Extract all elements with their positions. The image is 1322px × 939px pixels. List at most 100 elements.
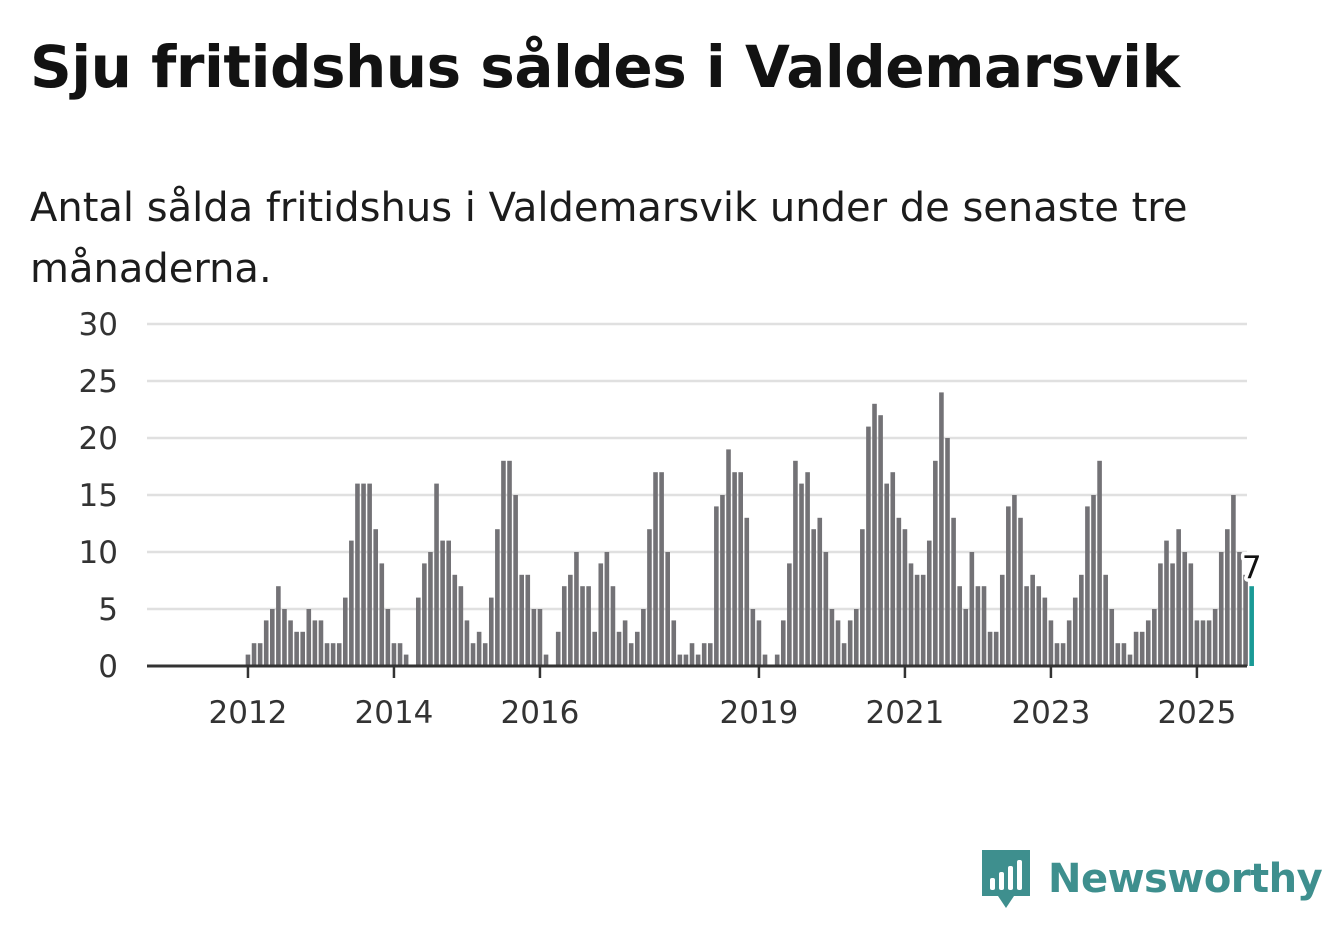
bar bbox=[1115, 643, 1121, 666]
bar bbox=[1206, 620, 1212, 666]
bar bbox=[1048, 620, 1054, 666]
bar bbox=[464, 620, 470, 666]
bar bbox=[677, 654, 683, 666]
x-tick-label: 2016 bbox=[500, 695, 579, 731]
bar bbox=[245, 654, 251, 666]
bar bbox=[257, 643, 263, 666]
bar bbox=[1127, 654, 1133, 666]
y-tick-label: 10 bbox=[79, 535, 118, 571]
bar bbox=[355, 483, 360, 666]
bar bbox=[452, 574, 458, 666]
bar bbox=[1030, 574, 1035, 666]
bar bbox=[525, 574, 531, 666]
bar bbox=[318, 620, 324, 666]
bar bbox=[367, 483, 372, 666]
bar bbox=[823, 552, 829, 666]
bar bbox=[428, 552, 433, 666]
bar bbox=[1182, 552, 1188, 666]
bar bbox=[653, 472, 658, 666]
bar bbox=[945, 438, 950, 666]
bar bbox=[1152, 609, 1157, 666]
bar bbox=[458, 586, 464, 666]
bar bbox=[342, 597, 348, 666]
bar bbox=[1164, 540, 1169, 666]
bar bbox=[908, 563, 914, 666]
bar bbox=[476, 631, 482, 666]
bar bbox=[507, 460, 512, 666]
bar bbox=[689, 643, 695, 666]
newsworthy-logo-icon bbox=[982, 850, 1030, 908]
bar bbox=[659, 472, 664, 666]
bar bbox=[422, 563, 427, 666]
bar bbox=[750, 609, 756, 666]
bar bbox=[1060, 643, 1066, 666]
bar bbox=[263, 620, 269, 666]
bar bbox=[1036, 586, 1042, 666]
last-value-label: 7 bbox=[1242, 550, 1262, 586]
y-tick-label: 30 bbox=[79, 307, 118, 343]
bar bbox=[969, 552, 975, 666]
bar bbox=[902, 529, 908, 666]
bar bbox=[276, 586, 281, 666]
bar bbox=[1079, 574, 1084, 666]
bar bbox=[926, 540, 932, 666]
bar bbox=[1158, 563, 1163, 666]
bar-highlighted bbox=[1249, 586, 1254, 666]
bar bbox=[604, 552, 610, 666]
bar bbox=[933, 460, 938, 666]
bar bbox=[1006, 506, 1011, 666]
bar bbox=[288, 620, 293, 666]
x-tick-label: 2012 bbox=[209, 695, 288, 731]
bar bbox=[1042, 597, 1048, 666]
bar bbox=[568, 574, 573, 666]
bar bbox=[324, 643, 330, 666]
bar bbox=[647, 529, 652, 666]
bar bbox=[665, 552, 670, 666]
bar bbox=[622, 620, 628, 666]
y-tick-label: 0 bbox=[98, 649, 118, 685]
bar bbox=[1237, 552, 1242, 666]
x-tick-label: 2025 bbox=[1157, 695, 1236, 731]
bar bbox=[1194, 620, 1200, 666]
chart-subtitle: Antal sålda fritidshus i Valdemarsvik un… bbox=[30, 185, 1188, 292]
bar bbox=[415, 597, 421, 666]
bar bbox=[738, 472, 743, 666]
bar bbox=[403, 654, 409, 666]
bar bbox=[513, 495, 518, 666]
bar bbox=[1072, 597, 1078, 666]
bar bbox=[330, 643, 336, 666]
bar bbox=[446, 540, 451, 666]
bar bbox=[720, 495, 725, 666]
bar bbox=[312, 620, 318, 666]
bar bbox=[707, 643, 713, 666]
bar bbox=[762, 654, 768, 666]
bar bbox=[860, 529, 865, 666]
bar bbox=[695, 654, 701, 666]
x-tick-label: 2014 bbox=[355, 695, 434, 731]
bar bbox=[397, 643, 403, 666]
bar bbox=[872, 403, 877, 666]
bar bbox=[1188, 563, 1194, 666]
bar bbox=[878, 415, 883, 666]
bar bbox=[306, 609, 312, 666]
bar bbox=[732, 472, 737, 666]
bar bbox=[580, 586, 585, 666]
bar bbox=[555, 631, 561, 666]
bar bbox=[920, 574, 926, 666]
bar bbox=[726, 449, 731, 666]
bar bbox=[1139, 631, 1145, 666]
bar bbox=[683, 654, 689, 666]
bar bbox=[1231, 495, 1236, 666]
bar bbox=[592, 631, 597, 666]
y-axis-ticks: 0 5 10 15 20 25 30 bbox=[79, 307, 118, 685]
bar bbox=[336, 643, 342, 666]
bar bbox=[963, 609, 969, 666]
bar bbox=[939, 392, 944, 666]
bar bbox=[780, 620, 786, 666]
bar bbox=[434, 483, 439, 666]
y-tick-label: 5 bbox=[98, 592, 118, 628]
bar bbox=[1054, 643, 1060, 666]
bar bbox=[300, 631, 306, 666]
bar bbox=[501, 460, 506, 666]
bar bbox=[1091, 495, 1096, 666]
